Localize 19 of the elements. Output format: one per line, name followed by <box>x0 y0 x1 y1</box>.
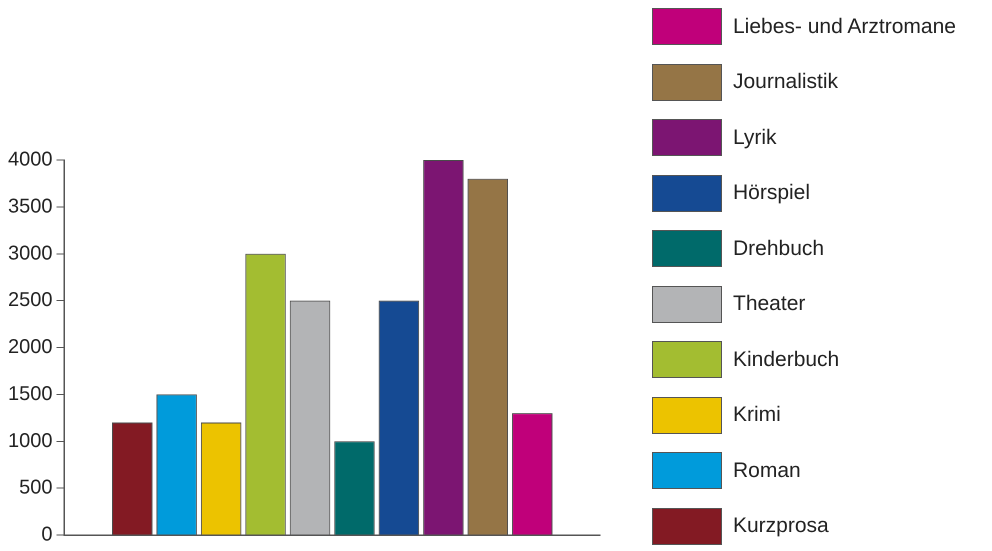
y-tick-label: 2000 <box>8 336 52 358</box>
y-tick-label: 500 <box>19 476 52 499</box>
legend-label: Hörspiel <box>733 181 810 205</box>
y-tick-label: 1500 <box>8 382 52 405</box>
legend-label: Kinderbuch <box>733 348 840 372</box>
legend-label: Drehbuch <box>733 236 824 260</box>
y-tick-label: 3000 <box>8 242 52 264</box>
legend-label: Krimi <box>733 403 781 427</box>
y-tick-label: 4000 <box>8 148 52 171</box>
y-tick-label: 0 <box>41 524 52 546</box>
y-tick-label: 3500 <box>8 195 52 218</box>
legend-label: Journalistik <box>733 70 838 94</box>
legend-label: Liebes- und Arztromane <box>733 14 956 38</box>
legend-label: Roman <box>733 458 801 482</box>
legend-label: Kurzprosa <box>733 514 829 538</box>
legend-label: Theater <box>733 292 806 316</box>
y-tick-label: 1000 <box>8 430 52 452</box>
y-tick-label: 2500 <box>8 289 52 312</box>
legend-label: Lyrik <box>733 126 777 150</box>
